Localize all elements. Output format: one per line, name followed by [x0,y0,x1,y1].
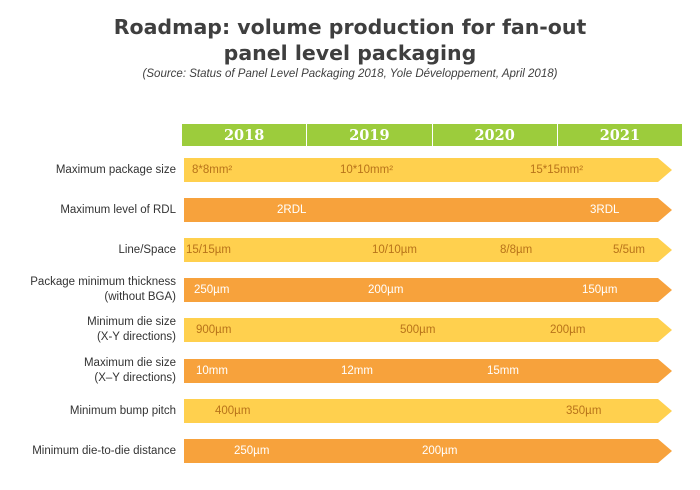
year-2020: 2020 [433,124,558,146]
milestone-value: 15/15µm [186,244,231,256]
row-label-line: (X–Y directions) [94,372,176,384]
row-label-line: Minimum bump pitch [69,404,176,417]
year-2021: 2021 [599,126,641,144]
roadmap-arrow: 400µm 350µm [184,399,672,423]
milestone-value: 900µm [196,324,232,336]
milestone-value: 150µm [582,284,618,296]
milestone-value: 250µm [234,445,270,457]
row-label-line: (X-Y directions) [96,331,176,343]
roadmap-arrow: 250µm 200µm [184,439,672,463]
roadmap-arrow: 900µm 500µm 200µm [184,318,672,342]
row-label: Minimum bump pitch [4,391,176,431]
row-label: Minimum die-to-die distance [4,431,176,471]
row-label-line: Minimum die-to-die distance [32,444,176,457]
milestone-value: 200µm [550,324,586,336]
milestone-value: 10/10µm [372,244,417,256]
milestone-value: 250µm [194,284,230,296]
milestone-value: 12mm [341,365,373,377]
milestone-value: 500µm [400,324,436,336]
roadmap-arrow: 8*8mm² 10*10mm² 15*15mm² [184,158,672,182]
milestone-value: 200µm [422,445,458,457]
milestone-value: 400µm [215,405,251,417]
row-label: Maximum package size [4,150,176,190]
row-label: Line/Space [4,230,176,270]
roadmap-arrow: 15/15µm 10/10µm 8/8µm 5/5um [184,238,672,262]
row-label: Package minimum thickness (without BGA) [4,270,176,310]
milestone-value: 200µm [368,284,404,296]
row-label: Maximum level of RDL [4,190,176,230]
row-label-line: (without BGA) [104,291,176,303]
milestone-value: 2RDL [277,204,307,216]
year-2019: 2019 [307,124,433,146]
roadmap-arrow: 10mm 12mm 15mm [184,359,672,383]
row-label-line: Maximum die size [83,357,176,369]
title-line-1: Roadmap: volume production for fan-out [113,15,587,39]
year-header: 2018 2019 2020 2021 [182,124,682,146]
milestone-value: 10*10mm² [340,164,394,176]
milestone-value: 8/8µm [500,244,533,256]
row-label: Maximum die size (X–Y directions) [4,351,176,391]
row-label-line: Maximum package size [55,163,176,176]
roadmap-title: Roadmap: volume production for fan-out p… [0,14,700,66]
roadmap-arrow: 2RDL 3RDL [184,198,672,222]
milestone-value: 5/5um [613,244,645,256]
roadmap-arrow: 250µm 200µm 150µm [184,278,672,302]
year-2018: 2018 [182,124,308,146]
milestone-value: 15mm [487,365,519,377]
row-label-line: Line/Space [118,243,176,256]
title-line-2: panel level packaging [223,41,477,65]
milestone-value: 3RDL [590,204,620,216]
milestone-value: 10mm [196,365,228,377]
milestone-value: 15*15mm² [530,164,584,176]
source-note: (Source: Status of Panel Level Packaging… [142,68,558,80]
row-label-line: Minimum die size [87,316,176,328]
milestone-value: 8*8mm² [192,164,233,176]
row-label-line: Maximum level of RDL [60,203,176,216]
milestone-value: 350µm [566,405,602,417]
row-label: Minimum die size (X-Y directions) [4,310,176,350]
row-label-line: Package minimum thickness [30,276,176,288]
